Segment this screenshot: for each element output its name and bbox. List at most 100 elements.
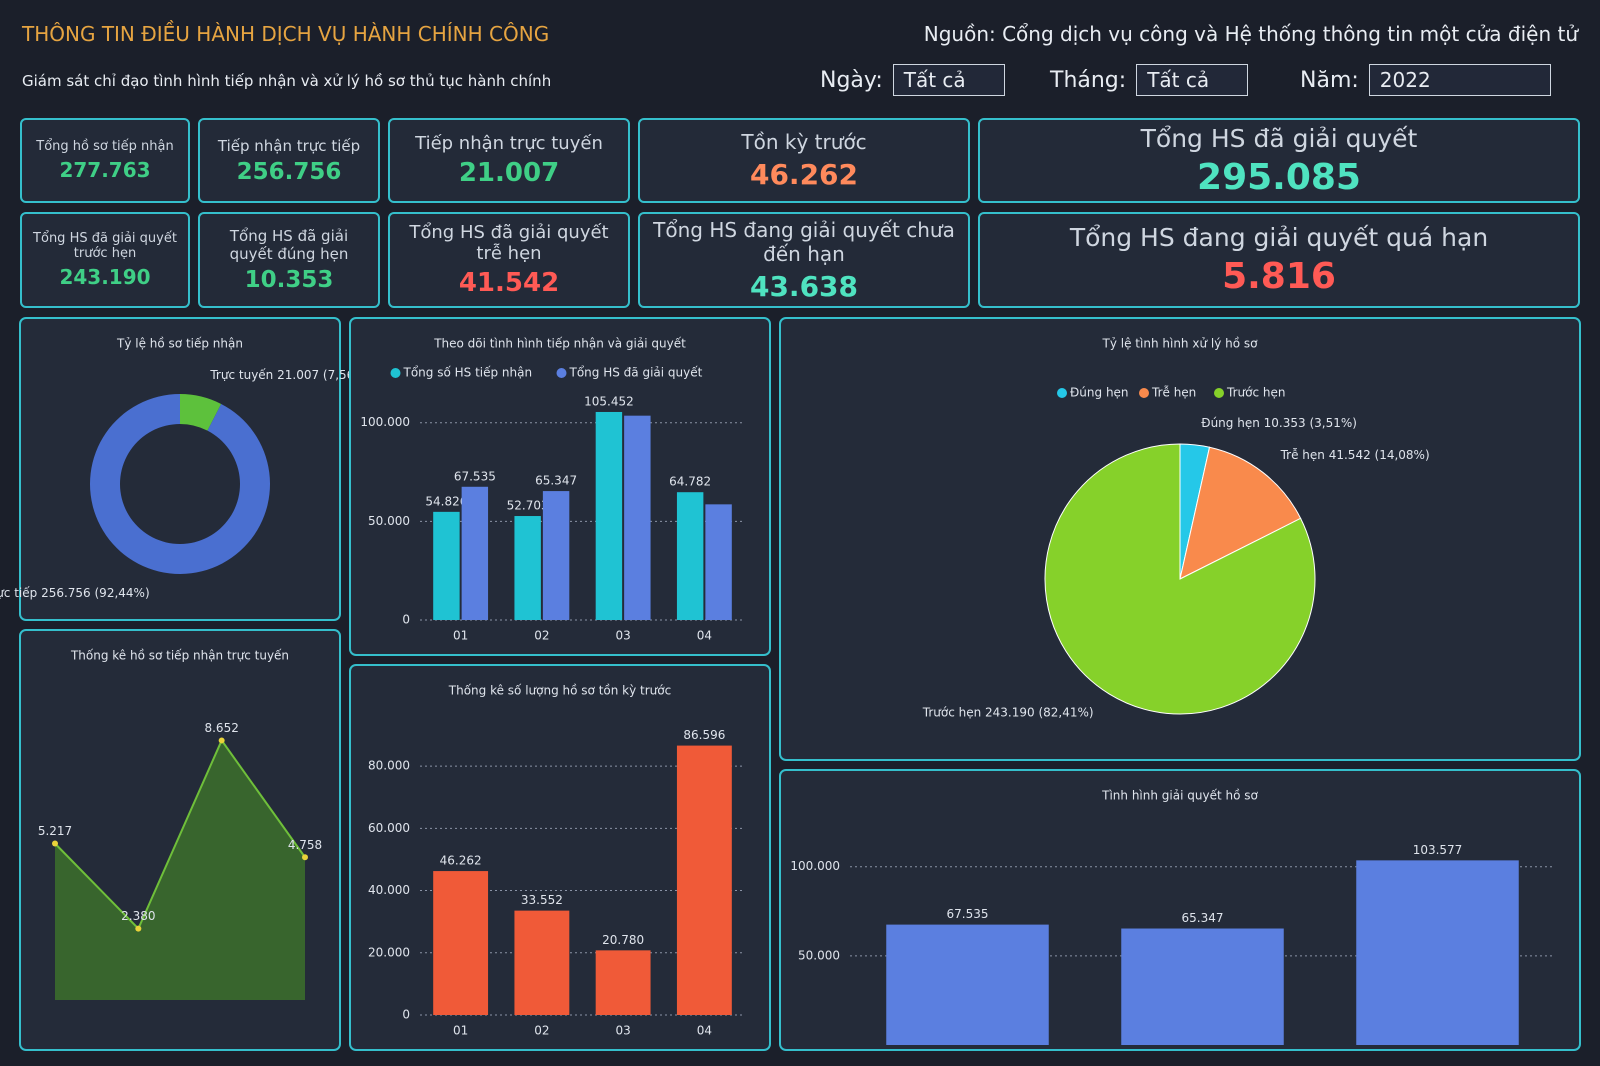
data-label-value: 41.542 (14,08%) [1329, 448, 1430, 462]
filter-select[interactable]: Tất cả [892, 64, 1005, 96]
chart-panel: Tỷ lệ hồ sơ tiếp nhận Trực tuyến 21.007 (… [0, 317, 370, 621]
line [54, 738, 306, 931]
chart-title: Thống kê hồ sơ tiếp nhận trực tuyến [70, 649, 289, 663]
legend-label: Trễ hẹn [1151, 386, 1196, 400]
point [135, 925, 142, 932]
bar [461, 486, 489, 620]
header-title: THÔNG TIN ĐIỀU HÀNH DỊCH VỤ HÀNH CHÍNH C… [22, 22, 550, 46]
kpi-value: 10.353 [244, 267, 334, 293]
bar [433, 511, 460, 620]
legend-label: Đúng hẹn [1070, 386, 1129, 400]
filter-label: Năm: [1300, 67, 1359, 93]
kpi-card: Tổng HS đang giải quyết quá hạn 5.816 [978, 212, 1580, 308]
kpi-label: Tổng HS đã giải quyết đúng hẹn [229, 227, 349, 263]
kpi-card: Tổng HS đã giải quyết trễ hẹn 41.542 [388, 212, 630, 308]
point [218, 737, 225, 744]
filter-year[interactable]: Năm: 2022 [1300, 64, 1551, 96]
data-label-category: Trước hẹn [922, 705, 981, 719]
chart-title: Tỷ lệ hồ sơ tiếp nhận [116, 337, 243, 351]
kpi-label: Tổng HS đã giải quyết trễ hẹn [409, 222, 609, 264]
legend-swatch [556, 368, 567, 378]
x-tick-label: 04 [697, 1024, 712, 1038]
bar [676, 745, 732, 1015]
x-tick-label: 02 [534, 629, 549, 643]
bar [595, 411, 623, 620]
chart-title: Thống kê số lượng hồ sơ tồn kỳ trước [448, 684, 671, 698]
data-label: 54.826 [425, 494, 467, 508]
filter-day[interactable]: Ngày: Tất cả [820, 64, 1005, 96]
x-tick-label: 03 [615, 629, 630, 643]
x-tick-label: 01 [453, 1024, 468, 1038]
data-label: Trước hẹn 243.190 (82,41%) [922, 705, 1094, 719]
chart-panel: Theo dõi tình hình tiếp nhận và giải quy… [349, 317, 771, 656]
legend-label: Trước hẹn [1226, 386, 1285, 400]
bar [514, 516, 541, 620]
legend-swatch [1139, 388, 1149, 398]
data-label-category: Trực tuyến [209, 368, 273, 382]
data-label-value: 10.353 (3,51%) [1264, 415, 1357, 429]
chart-panel: Thống kê số lượng hồ sơ tồn kỳ trước 0 20.… [349, 664, 771, 1051]
kpi-value: 256.756 [236, 158, 342, 185]
bar [676, 492, 704, 620]
x-tick-label: 04 [697, 629, 712, 643]
pie-slice [1179, 446, 1302, 580]
kpi-value: 21.007 [458, 158, 560, 188]
filter-select[interactable]: 2022 [1368, 64, 1551, 96]
kpi-card: Tổng HS đã giải quyết đúng hẹn 10.353 [198, 212, 380, 308]
bar [705, 504, 732, 620]
donut-segment [180, 394, 222, 431]
y-tick-label: 50.000 [798, 948, 840, 962]
y-tick-label: 100.000 [790, 859, 840, 873]
filter-select[interactable]: Tất cả [1136, 64, 1249, 96]
y-tick-label: 60.000 [368, 821, 410, 835]
data-label: 2.380 [121, 909, 155, 923]
filter-label: Ngày: [820, 67, 883, 93]
data-label: 64.782 [669, 475, 711, 489]
kpi-label: Tổng hồ sơ tiếp nhận [36, 139, 174, 154]
pie-slice [1044, 443, 1316, 715]
data-label: 46.262 [440, 854, 482, 868]
kpi-value: 277.763 [59, 158, 151, 182]
y-tick-label: 0 [402, 1008, 410, 1022]
data-label-value: 21.007 (7,56%) [277, 368, 370, 382]
data-label: 67.535 [947, 907, 989, 921]
kpi-label: Tổng HS đã giải quyết trước hẹn [33, 231, 177, 261]
data-label: Trực tuyến 21.007 (7,56%) [209, 368, 370, 382]
data-label: 65.347 [1182, 911, 1224, 925]
legend-swatch [1057, 388, 1067, 398]
kpi-label: Tổng HS đã giải quyết [1140, 123, 1418, 153]
header-source: Nguồn: Cổng dịch vụ công và Hệ thống thô… [923, 22, 1578, 46]
kpi-label: Tiếp nhận trực tuyến [415, 133, 603, 154]
data-label: Đúng hẹn 10.353 (3,51%) [1201, 415, 1357, 429]
data-label: Trực tiếp 256.756 (92,44%) [0, 585, 150, 599]
kpi-value: 295.085 [1197, 156, 1361, 198]
kpi-card: Tiếp nhận trực tuyến 21.007 [388, 118, 630, 203]
data-label: 52.703 [507, 499, 549, 513]
data-label: 67.535 [454, 469, 496, 483]
kpi-label: Tồn kỳ trước [741, 130, 867, 154]
chart-panel: Thống kê hồ sơ tiếp nhận trực tuyến 5.217… [19, 629, 341, 1051]
y-tick-label: 0 [402, 613, 410, 627]
legend-label: Tổng số HS tiếp nhận [403, 366, 533, 380]
data-label-value: 243.190 (82,41%) [985, 705, 1094, 719]
legend-swatch [390, 368, 401, 378]
bar [624, 415, 651, 620]
data-label: 33.552 [521, 893, 563, 907]
data-label: Trễ hẹn 41.542 (14,08%) [1280, 448, 1430, 462]
kpi-label: Tiếp nhận trực tiếp [217, 136, 361, 155]
bar [595, 950, 651, 1015]
data-label: 65.347 [535, 474, 577, 488]
data-label-category: Đúng hẹn [1201, 415, 1260, 429]
data-label: 4.758 [288, 838, 322, 852]
header-subtitle: Giám sát chỉ đạo tình hình tiếp nhận và … [22, 72, 552, 90]
kpi-label: Tổng HS đang giải quyết chưa đến hạn [653, 217, 955, 266]
y-tick-label: 50.000 [368, 514, 410, 528]
legend-label: Tổng HS đã giải quyết [569, 366, 703, 380]
kpi-value: 46.262 [749, 158, 859, 191]
filter-month[interactable]: Tháng: Tất cả [1050, 64, 1249, 96]
data-label-category: Trễ hẹn [1280, 448, 1325, 462]
area [55, 740, 305, 1000]
data-label: 105.452 [584, 394, 634, 408]
